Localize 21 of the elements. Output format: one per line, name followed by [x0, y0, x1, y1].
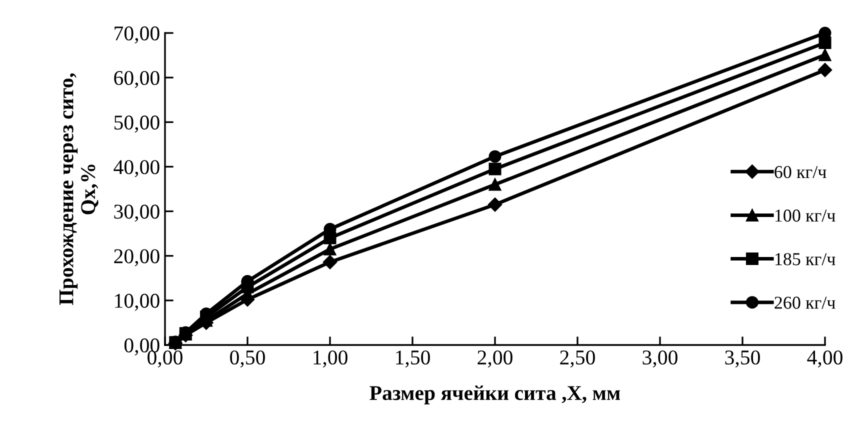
- legend-label: 60 кг/ч: [774, 166, 826, 178]
- y-tick-label: 50,00: [114, 116, 160, 133]
- x-tick-label: 4,00: [807, 350, 842, 368]
- legend-label: 260 кг/ч: [774, 296, 836, 309]
- x-axis-title: Размер ячейки сита ,X, мм: [370, 386, 620, 404]
- x-tick-label: 3,50: [725, 350, 760, 368]
- legend-label: 185 кг/ч: [775, 253, 836, 266]
- y-tick-label: 70,00: [114, 26, 160, 44]
- y-axis-title: Прохождение через сито, Qx,%: [60, 73, 98, 305]
- x-tick-label: 1,50: [396, 350, 430, 368]
- x-tick-label: 2,50: [560, 350, 595, 368]
- y-tick-label: 40,00: [114, 160, 160, 178]
- y-tick-label: 30,00: [114, 204, 160, 222]
- x-tick-label: 0,50: [230, 350, 265, 368]
- y-tick-label: 10,00: [115, 294, 160, 311]
- x-tick-label: 1,00: [314, 350, 348, 368]
- legend-label: 100 кг/ч: [775, 210, 836, 222]
- y-tick-label: 60,00: [114, 70, 160, 88]
- x-tick-label: 3,00: [642, 350, 678, 368]
- y-tick-label: 20,00: [114, 249, 160, 266]
- x-tick-label: 2,00: [478, 350, 512, 368]
